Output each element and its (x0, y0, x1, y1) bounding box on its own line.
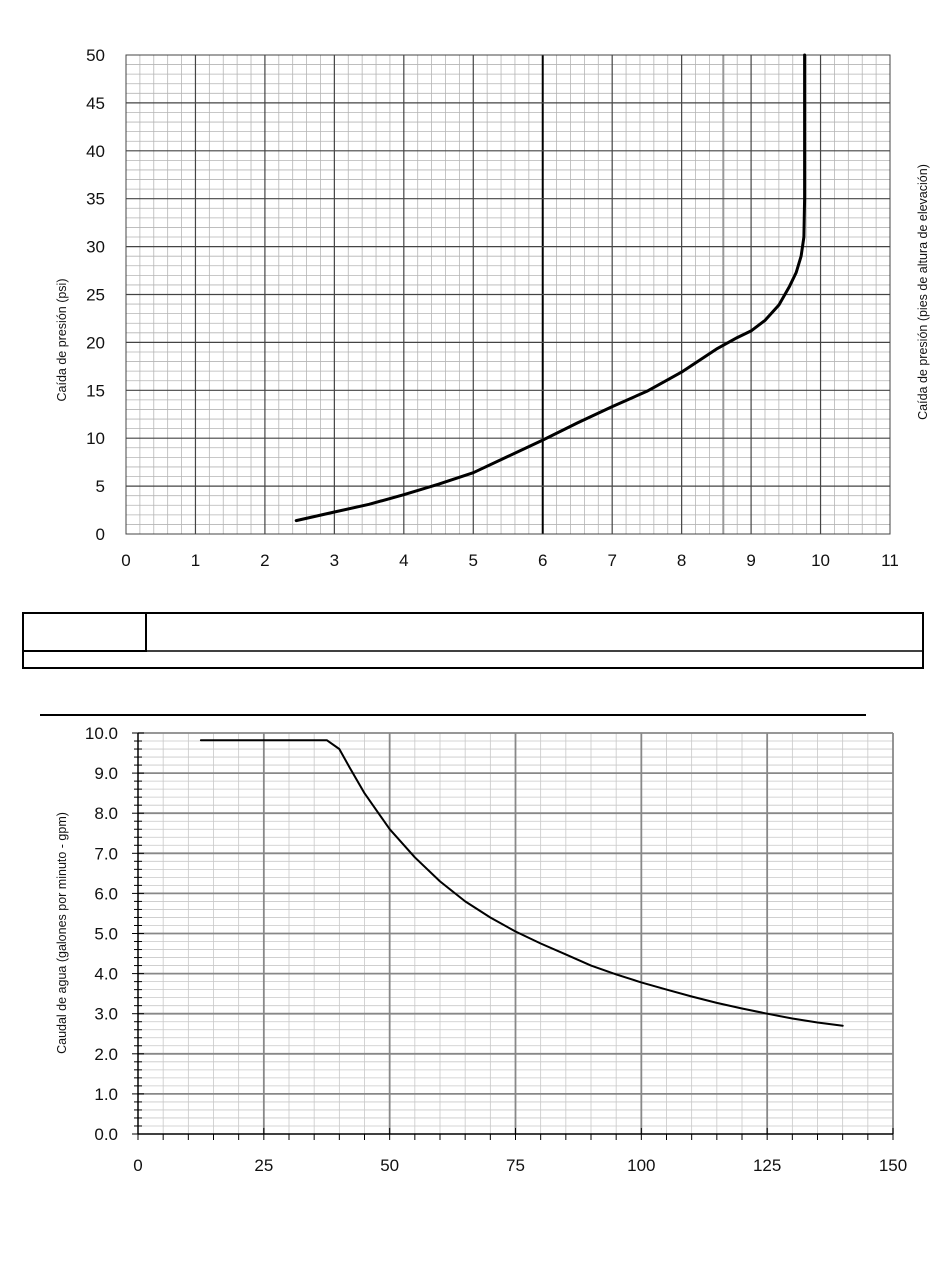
chart1-y-tick-label: 15 (86, 381, 105, 400)
chart1-x-tick-label: 9 (746, 551, 755, 570)
chart1-grid (126, 55, 890, 534)
chart2-x-tick-label: 25 (254, 1156, 273, 1175)
chart2-y-tick-label: 9.0 (94, 764, 118, 783)
chart1-y-tick-label: 0 (96, 525, 105, 544)
chart1-x-tick-label: 0 (121, 551, 130, 570)
chart1-y-tick-label: 20 (86, 333, 105, 352)
chart1-x-tick-label: 1 (191, 551, 200, 570)
empty-table-cell (22, 612, 147, 652)
chart2-y-tick-label: 0.0 (94, 1125, 118, 1144)
chart2-x-tick-label: 0 (133, 1156, 142, 1175)
chart1-y-tick-label: 45 (86, 94, 105, 113)
chart2-tick-labels: 0 25 50 75 100 125 150 0.0 1.0 2.0 3.0 4.0 5.0 6.0 7.0… (85, 724, 907, 1175)
chart1-y-tick-label: 30 (86, 238, 105, 257)
chart1-x-tick-label: 3 (330, 551, 339, 570)
chart2-x-tick-label: 150 (879, 1156, 907, 1175)
chart1-y-tick-label: 50 (86, 46, 105, 65)
chart2-x-tick-label: 50 (380, 1156, 399, 1175)
chart2-y-tick-label: 4.0 (94, 965, 118, 984)
empty-table-box (22, 612, 924, 669)
chart2-x-tick-label: 75 (506, 1156, 525, 1175)
chart2-y-tick-label: 5.0 (94, 925, 118, 944)
chart1-right-axis-title: Caída de presión (pies de altura de elev… (916, 164, 930, 420)
chart1-x-tick-label: 8 (677, 551, 686, 570)
chart2-y-tick-label: 2.0 (94, 1045, 118, 1064)
chart2-y-tick-label: 10.0 (85, 724, 118, 743)
chart1-y-tick-label: 25 (86, 286, 105, 305)
chart2-y-tick-label: 3.0 (94, 1005, 118, 1024)
chart2-y-axis-title: Caudal de agua (galones por minuto - gpm… (55, 812, 69, 1054)
chart2-y-tick-label: 1.0 (94, 1085, 118, 1104)
chart2-x-tick-label: 100 (627, 1156, 655, 1175)
chart1-y-tick-label: 10 (86, 429, 105, 448)
chart1-x-tick-label: 2 (260, 551, 269, 570)
chart2-grid (132, 732, 894, 1140)
chart2-series-line (199, 739, 844, 1027)
chart1-x-tick-label: 11 (881, 551, 899, 570)
chart1-y-axis-title: Caída de presión (psi) (55, 279, 69, 402)
chart2-y-tick-label: 8.0 (94, 804, 118, 823)
chart1-x-tick-label: 7 (607, 551, 616, 570)
chart2-x-tick-label: 125 (753, 1156, 781, 1175)
chart1-y-tick-label: 35 (86, 190, 105, 209)
chart1-x-tick-label: 6 (538, 551, 547, 570)
chart1-x-tick-label: 5 (469, 551, 478, 570)
chart1-series-line (294, 53, 807, 523)
chart1-x-tick-label: 10 (811, 551, 830, 570)
chart2-y-tick-label: 7.0 (94, 844, 118, 863)
chart1-plot-border (125, 54, 891, 535)
chart1-y-tick-label: 5 (96, 477, 105, 496)
chart2-y-tick-label: 6.0 (94, 884, 118, 903)
chart1-x-tick-label: 4 (399, 551, 408, 570)
chart1-y-tick-label: 40 (86, 142, 105, 161)
